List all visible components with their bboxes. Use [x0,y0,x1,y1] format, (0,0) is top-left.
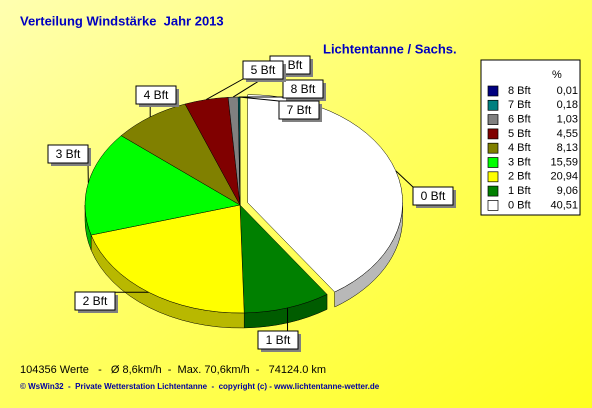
legend-value: 20,94 [550,171,578,183]
legend-swatch [487,200,499,211]
copyright: © WsWin32 - Private Wetterstation Lichte… [20,382,380,391]
callout-label: 7 Bft [287,103,312,117]
legend-swatch [487,185,499,197]
callout-label: 5 Bft [251,63,276,77]
legend-label: 3 Bft [508,156,531,168]
callout-box [278,100,320,120]
chart-title: Verteilung Windstärke Jahr 2013 [20,13,224,28]
callout-label: 2 Bft [83,294,108,308]
legend-label: 4 Bft [508,142,531,154]
legend-label: 2 Bft [508,171,531,183]
callout-label: 0 Bft [421,189,446,203]
legend-swatch [487,157,499,168]
callout-box [242,60,284,80]
chart-subtitle: Lichtentanne / Sachs. [323,41,457,56]
callout-line [395,170,414,188]
callout-label: 3 Bft [56,147,81,161]
legend-label: 0 Bft [508,199,531,211]
legend-value: 15,59 [550,156,578,168]
callout-line [205,78,244,101]
callout-line [238,96,280,102]
legend-swatch [487,142,499,154]
legend-swatch [487,171,499,183]
slice [239,204,328,314]
legend-label: 5 Bft [508,128,531,140]
legend-value: 9,06 [557,185,578,197]
legend-label: 1 Bft [508,185,531,197]
callout-label: 1 Bft [266,333,291,347]
callout-label: 4 Bft [144,88,169,102]
legend-header: % [552,69,562,81]
slice [84,135,241,236]
legend-swatch [487,114,499,125]
legend-value: 1,03 [557,114,578,126]
legend-label: 6 Bft [508,114,531,126]
legend-value: 0,18 [557,99,578,111]
legend-swatch [487,99,499,111]
legend-value: 0,01 [557,85,578,97]
callout-box [47,144,89,164]
footer: 104356 Werte - Ø 8,6km/h - Max. 70,6km/h… [20,364,326,376]
callout-box [135,85,177,105]
legend-label: 7 Bft [508,99,531,111]
legend-value: 4,55 [557,128,578,140]
callout-box [74,291,116,311]
callout-label: 8 Bft [291,82,316,96]
legend-swatch [487,128,499,140]
legend-value: 40,51 [550,199,578,211]
callout-box [412,186,454,206]
legend-value: 8,13 [557,142,578,154]
callout-box [282,79,324,99]
callout-box [257,330,299,350]
legend-label: 8 Bft [508,85,531,97]
legend-swatch [487,85,499,97]
